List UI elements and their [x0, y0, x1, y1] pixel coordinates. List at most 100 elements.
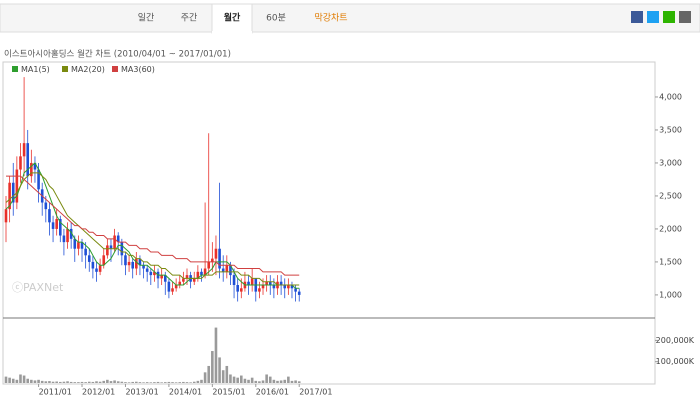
volume-bar [98, 381, 102, 383]
volume-bar [243, 378, 247, 383]
candle-body [283, 285, 287, 289]
candle-body [62, 235, 66, 243]
candle-body [106, 245, 109, 256]
volume-bar [153, 382, 156, 383]
candle-body [4, 209, 8, 223]
candle-body [26, 143, 30, 177]
x-tick-label: 2016/01 [256, 388, 289, 397]
volume-bar [156, 381, 160, 383]
candle-body [22, 143, 26, 157]
volume-bar [240, 375, 243, 383]
volume-bar [225, 365, 229, 383]
tab-bar [0, 3, 700, 33]
candle-body [185, 275, 189, 279]
volume-bar [149, 382, 153, 383]
volume-bar [30, 379, 33, 383]
volume-bar [236, 377, 239, 383]
volume-bar [145, 382, 149, 383]
volume-bar [127, 382, 131, 383]
volume-bar [62, 381, 66, 383]
volume-bar [254, 380, 258, 383]
y-tick-label: 3,500 [659, 125, 682, 134]
volume-bar [283, 379, 287, 383]
tab[interactable]: 막강차트 [314, 12, 347, 24]
candle-body [145, 268, 149, 272]
candle-body [214, 248, 218, 259]
candle-body [69, 228, 73, 239]
candle-body [163, 275, 167, 282]
y-tick-label: 1,500 [659, 257, 682, 266]
volume-bar [22, 375, 26, 383]
candle-body [95, 268, 98, 272]
candle-body [102, 255, 106, 266]
x-tick-label: 2014/01 [169, 388, 202, 397]
candle-body [290, 285, 294, 289]
x-tick-label: 2015/01 [212, 388, 245, 397]
candle-body [203, 268, 207, 276]
twitter-icon[interactable] [647, 11, 659, 23]
volume-bar [113, 380, 116, 383]
y-tick-label: 2,500 [659, 191, 682, 200]
candle-body [80, 242, 84, 249]
candle-body [200, 271, 203, 276]
candle-body [77, 242, 80, 249]
volume-bar [171, 382, 174, 383]
volume-bar [37, 379, 40, 383]
candle-body [261, 285, 265, 289]
volume-bar [4, 376, 8, 383]
volume-bar [11, 378, 15, 383]
candle-body [48, 209, 51, 223]
naver-icon[interactable] [663, 11, 675, 23]
tab[interactable]: 일간 [138, 13, 155, 24]
candle-body [51, 222, 55, 229]
share-icon[interactable] [679, 11, 691, 23]
candle-body [196, 271, 200, 279]
volume-bar [8, 377, 11, 383]
volume-bar [124, 382, 127, 383]
volume-bar [211, 351, 214, 383]
x-tick-label: 2012/01 [82, 388, 115, 397]
x-tick-label: 2013/01 [125, 388, 158, 397]
y-tick-label: 3,000 [659, 158, 682, 167]
plot-frame [2, 61, 656, 385]
y-tick-label: 2,000 [659, 224, 682, 233]
facebook-icon[interactable] [631, 11, 643, 23]
volume-bar [160, 382, 163, 383]
legend-label: MA1(5) [21, 65, 50, 74]
volume-bar [59, 381, 62, 383]
candle-body [171, 288, 174, 292]
candle-body [87, 255, 91, 262]
candle-body [287, 285, 290, 289]
volume-tick-label: 200,000K [656, 336, 695, 345]
volume-bar [178, 382, 182, 383]
volume-bar [135, 381, 138, 383]
tab[interactable]: 주간 [181, 13, 198, 24]
volume-bar [196, 380, 200, 383]
ma-line [5, 172, 300, 286]
volume-bar [51, 381, 55, 383]
volume-bar [55, 381, 58, 383]
candle-body [236, 285, 239, 292]
candle-body [218, 248, 221, 269]
candle-body [109, 245, 113, 249]
volume-bar [167, 381, 171, 383]
candle-body [33, 162, 37, 170]
candle-body [142, 265, 145, 269]
candle-body [297, 291, 301, 295]
candle-body [120, 242, 124, 256]
volume-bar [80, 381, 84, 383]
tab[interactable]: 60분 [266, 13, 286, 24]
volume-bar [258, 381, 261, 383]
y-tick-label: 1,000 [659, 290, 682, 299]
candle-body [127, 261, 131, 266]
candle-body [229, 265, 232, 276]
candle-body [91, 261, 95, 269]
candle-body [225, 265, 229, 272]
volume-bar [290, 380, 294, 383]
tab[interactable]: 월간 [224, 12, 241, 24]
candle-body [15, 169, 19, 203]
legend-swatch [112, 66, 118, 72]
volume-bar [279, 380, 283, 383]
candle-body [250, 278, 254, 286]
